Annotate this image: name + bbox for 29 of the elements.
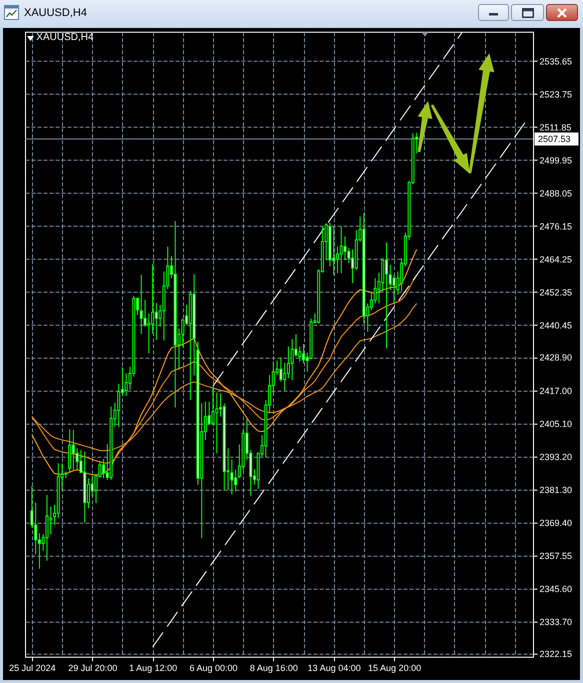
- x-tick-label: 29 Jul 20:00: [68, 663, 118, 674]
- y-tick-label: 2405.10: [540, 418, 572, 429]
- x-tick-label: 1 Aug 12:00: [129, 663, 178, 674]
- y-tick-label: 2428.90: [540, 352, 572, 363]
- y-tick-label: 2523.75: [540, 90, 572, 100]
- ref-line-label: 2507.53: [538, 134, 571, 144]
- x-tick-label: 15 Aug 20:00: [368, 663, 422, 674]
- y-tick-label: 2345.60: [540, 584, 572, 594]
- y-tick-label: 2476.15: [540, 222, 572, 232]
- x-tick-label: 8 Aug 16:00: [250, 663, 298, 674]
- y-tick-label: 2511.85: [540, 122, 572, 133]
- y-tick-label: 2322.15: [540, 649, 572, 660]
- y-tick-label: 2440.45: [540, 320, 572, 331]
- y-tick-label: 2357.55: [540, 550, 572, 561]
- y-tick-label: 2417.00: [540, 386, 572, 396]
- y-tick-label: 2499.95: [540, 156, 572, 166]
- chart-title: XAUUSD,H4: [24, 6, 87, 20]
- y-tick-label: 2488.05: [540, 188, 572, 199]
- x-tick-label: 13 Aug 04:00: [308, 663, 361, 674]
- y-tick-label: 2452.35: [540, 288, 572, 298]
- y-tick-label: 2333.70: [540, 616, 572, 627]
- y-tick-label: 2369.40: [540, 518, 572, 528]
- y-tick-label: 2381.30: [540, 484, 572, 495]
- y-tick-label: 2464.25: [540, 254, 572, 265]
- y-tick-label: 2535.65: [540, 56, 572, 66]
- x-tick-label: 6 Aug 00:00: [189, 663, 238, 674]
- chart-subtitle: XAUUSD,H4: [36, 32, 94, 44]
- y-tick-label: 2393.20: [540, 452, 572, 462]
- x-tick-label: 25 Jul 2024: [9, 663, 56, 674]
